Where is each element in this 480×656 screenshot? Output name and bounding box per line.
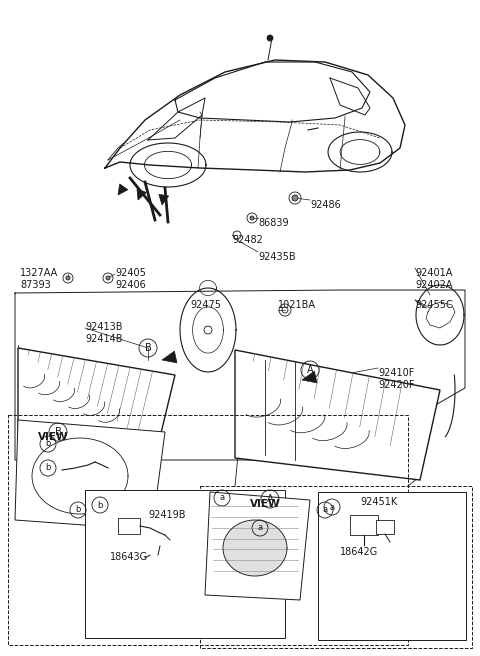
Polygon shape	[137, 189, 146, 200]
Text: B: B	[144, 343, 151, 353]
Text: b: b	[97, 501, 103, 510]
Polygon shape	[32, 438, 128, 514]
Text: b: b	[75, 506, 81, 514]
Polygon shape	[235, 350, 440, 480]
Polygon shape	[18, 348, 175, 458]
Polygon shape	[416, 285, 464, 345]
Polygon shape	[180, 288, 236, 372]
Text: 92413B: 92413B	[85, 322, 122, 332]
Polygon shape	[159, 194, 168, 205]
Polygon shape	[328, 132, 392, 172]
Text: a: a	[323, 506, 327, 514]
Circle shape	[292, 195, 298, 201]
Text: 18642G: 18642G	[340, 547, 378, 557]
Text: 92420F: 92420F	[378, 380, 415, 390]
Text: 92405: 92405	[115, 268, 146, 278]
Text: 92435B: 92435B	[258, 252, 296, 262]
Text: 92419B: 92419B	[148, 510, 185, 520]
Text: 18643G: 18643G	[110, 552, 148, 562]
Text: 92475: 92475	[190, 300, 221, 310]
Polygon shape	[15, 420, 165, 530]
Polygon shape	[302, 371, 317, 383]
Bar	[85, 490, 285, 638]
Polygon shape	[205, 492, 310, 600]
Text: b: b	[45, 440, 51, 449]
Text: 92410F: 92410F	[378, 368, 414, 378]
Bar	[318, 492, 466, 640]
Text: b: b	[45, 464, 51, 472]
Polygon shape	[118, 184, 128, 195]
Text: 92482: 92482	[232, 235, 263, 245]
Text: a: a	[219, 493, 225, 502]
Text: a: a	[257, 523, 263, 533]
Text: 92451K: 92451K	[360, 497, 397, 507]
Text: a: a	[329, 502, 335, 512]
Text: A: A	[307, 365, 313, 375]
Text: VIEW: VIEW	[250, 499, 280, 509]
Text: VIEW: VIEW	[38, 432, 69, 442]
Circle shape	[250, 216, 254, 220]
Polygon shape	[130, 143, 206, 187]
Polygon shape	[223, 520, 287, 576]
Text: B: B	[55, 427, 61, 437]
Text: 87393: 87393	[20, 280, 51, 290]
Bar	[350, 515, 378, 535]
Circle shape	[267, 35, 273, 41]
Text: 92455C: 92455C	[415, 300, 453, 310]
Polygon shape	[105, 60, 405, 172]
Text: 86839: 86839	[258, 218, 288, 228]
Bar	[376, 520, 394, 534]
Text: 92401A: 92401A	[415, 268, 452, 278]
Text: 92414B: 92414B	[85, 334, 122, 344]
Text: A: A	[267, 494, 273, 504]
Circle shape	[66, 276, 70, 280]
Polygon shape	[162, 351, 177, 363]
Text: 92402A: 92402A	[415, 280, 453, 290]
Circle shape	[106, 276, 110, 280]
Text: 92486: 92486	[310, 200, 341, 210]
Text: 1021BA: 1021BA	[278, 300, 316, 310]
Text: 1327AA: 1327AA	[20, 268, 58, 278]
Text: 92406: 92406	[115, 280, 146, 290]
Bar	[118, 518, 140, 534]
